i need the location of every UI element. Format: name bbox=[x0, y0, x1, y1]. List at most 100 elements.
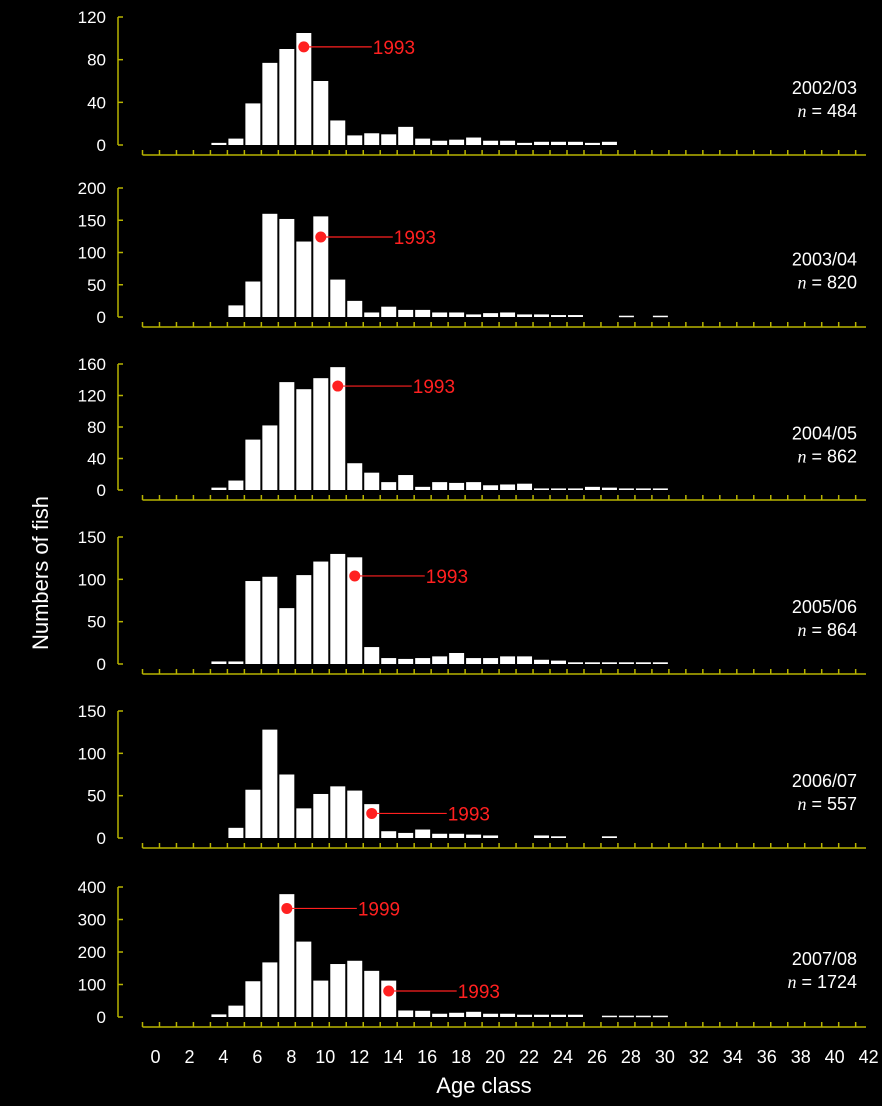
bar-age-10 bbox=[313, 216, 329, 317]
bar-age-20 bbox=[483, 658, 499, 664]
y-tick-label: 100 bbox=[78, 244, 106, 263]
bar-age-14 bbox=[381, 134, 397, 145]
bar-age-11 bbox=[330, 367, 346, 490]
bar-age-24 bbox=[551, 836, 566, 838]
y-tick-label: 0 bbox=[97, 481, 106, 500]
cohort-marker bbox=[332, 380, 344, 392]
y-tick-label: 0 bbox=[97, 655, 106, 674]
cohort-label: 1993 bbox=[394, 228, 436, 249]
bar-age-22 bbox=[517, 656, 533, 664]
bar-age-13 bbox=[364, 647, 380, 664]
bar-age-23 bbox=[534, 1014, 550, 1017]
bar-age-4 bbox=[211, 487, 227, 490]
bar-age-23 bbox=[534, 141, 550, 145]
sample-size-label: n = 557 bbox=[797, 794, 857, 814]
bar-age-9 bbox=[296, 241, 312, 317]
x-tick-label: 26 bbox=[587, 1047, 607, 1067]
bar-age-26 bbox=[584, 142, 600, 145]
bar-age-12 bbox=[347, 790, 363, 838]
cohort-label: 1993 bbox=[413, 377, 455, 398]
sample-size-label: n = 862 bbox=[797, 447, 857, 467]
bar-age-24 bbox=[551, 315, 566, 317]
bar-age-14 bbox=[381, 306, 397, 317]
bar-age-30 bbox=[652, 1015, 668, 1018]
bar-age-15 bbox=[398, 126, 414, 145]
bar-age-12 bbox=[347, 135, 363, 145]
y-tick-label: 100 bbox=[78, 744, 106, 763]
bar-age-25 bbox=[568, 1014, 583, 1017]
bar-age-10 bbox=[313, 378, 329, 490]
season-label: 2005/06 bbox=[792, 597, 857, 617]
bar-age-16 bbox=[415, 309, 431, 317]
bar-age-23 bbox=[534, 314, 550, 317]
season-label: 2004/05 bbox=[792, 424, 857, 444]
bar-age-9 bbox=[296, 575, 312, 664]
bar-age-24 bbox=[551, 660, 566, 664]
x-tick-label: 8 bbox=[286, 1047, 296, 1067]
cohort-marker bbox=[349, 570, 361, 582]
cohort-marker bbox=[298, 41, 310, 53]
bar-age-14 bbox=[381, 482, 397, 490]
bar-age-9 bbox=[296, 33, 312, 145]
x-tick-label: 34 bbox=[723, 1047, 743, 1067]
bar-age-15 bbox=[398, 309, 414, 317]
bar-age-16 bbox=[415, 1010, 431, 1017]
x-tick-label: 12 bbox=[349, 1047, 369, 1067]
bar-age-21 bbox=[500, 1013, 516, 1017]
x-tick-label: 10 bbox=[315, 1047, 335, 1067]
y-tick-label: 150 bbox=[78, 528, 106, 547]
bar-age-18 bbox=[449, 139, 465, 145]
bar-age-7 bbox=[262, 729, 278, 838]
panels: 0 40 80 120 1993 2002/03 n = 484 0 50 100 150 200 19… bbox=[78, 8, 866, 1028]
bar-age-13 bbox=[364, 312, 380, 317]
bar-age-4 bbox=[211, 1014, 227, 1017]
bar-age-5 bbox=[228, 305, 244, 317]
bar-age-17 bbox=[432, 482, 448, 490]
bar-age-4 bbox=[211, 661, 227, 664]
cohort-label: 1993 bbox=[458, 982, 500, 1003]
y-tick-label: 50 bbox=[87, 276, 106, 295]
bar-age-18 bbox=[449, 482, 465, 490]
bar-age-10 bbox=[313, 561, 329, 664]
bar-age-21 bbox=[500, 656, 516, 664]
bar-age-5 bbox=[228, 661, 244, 664]
bar-age-4 bbox=[211, 142, 227, 145]
sample-size-label: n = 484 bbox=[797, 101, 857, 121]
bar-age-19 bbox=[466, 834, 482, 838]
bar-age-22 bbox=[517, 483, 533, 490]
bar-age-5 bbox=[228, 1005, 244, 1017]
season-label: 2007/08 bbox=[792, 949, 857, 969]
bar-age-27 bbox=[601, 141, 617, 145]
sample-size-label: n = 1724 bbox=[787, 972, 857, 992]
bar-age-16 bbox=[415, 658, 431, 664]
x-tick-label: 18 bbox=[451, 1047, 471, 1067]
bar-age-7 bbox=[262, 213, 278, 317]
y-tick-label: 50 bbox=[87, 787, 106, 806]
bar-age-14 bbox=[381, 658, 397, 664]
bar-age-19 bbox=[466, 482, 482, 490]
bar-age-29 bbox=[635, 488, 651, 490]
bar-age-17 bbox=[432, 1013, 448, 1017]
x-tick-label: 30 bbox=[655, 1047, 675, 1067]
cohort-marker bbox=[281, 902, 293, 914]
bar-age-29 bbox=[635, 662, 651, 664]
x-tick-label: 40 bbox=[825, 1047, 845, 1067]
bar-age-7 bbox=[262, 425, 278, 490]
x-tick-label: 36 bbox=[757, 1047, 777, 1067]
bar-age-7 bbox=[262, 962, 278, 1017]
cohort-marker bbox=[383, 985, 395, 997]
bar-age-22 bbox=[517, 142, 533, 145]
bar-age-17 bbox=[432, 833, 448, 838]
y-tick-label: 80 bbox=[87, 418, 106, 437]
y-tick-label: 0 bbox=[97, 829, 106, 848]
x-tick-label: 22 bbox=[519, 1047, 539, 1067]
y-tick-label: 40 bbox=[87, 93, 106, 112]
y-axis-title: Numbers of fish bbox=[28, 496, 53, 650]
bar-age-13 bbox=[364, 970, 380, 1017]
bar-age-25 bbox=[568, 662, 583, 664]
bar-age-17 bbox=[432, 312, 448, 317]
x-tick-label: 14 bbox=[383, 1047, 403, 1067]
bar-age-6 bbox=[245, 581, 261, 664]
panel-2007-08: 0 100 200 300 400 1999 1993 2007/08 n = 1724 bbox=[78, 878, 866, 1028]
